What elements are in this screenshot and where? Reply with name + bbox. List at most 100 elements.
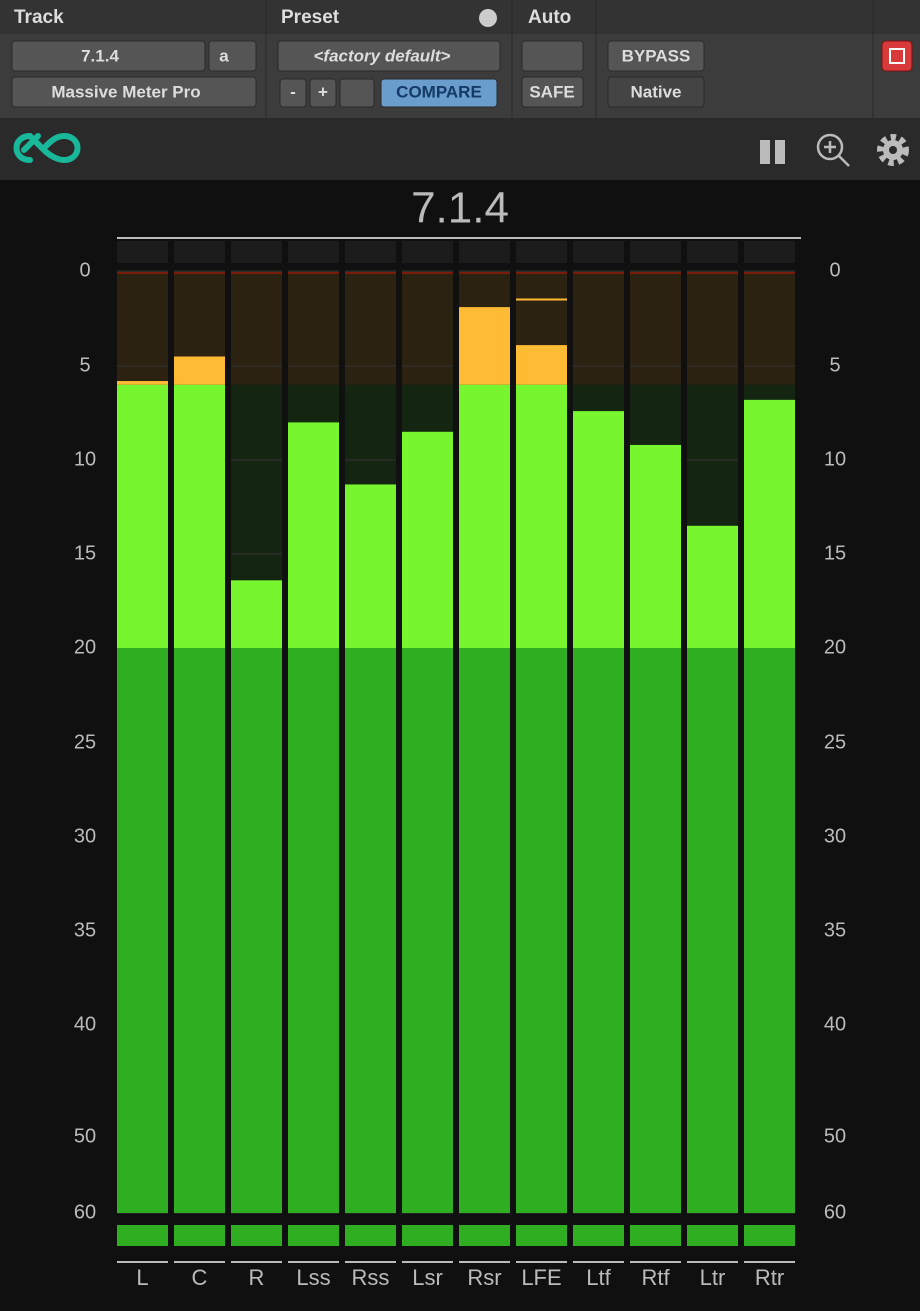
floor-segment <box>345 1225 396 1246</box>
bypass-button[interactable] <box>607 40 705 72</box>
track-variant: a <box>219 46 229 65</box>
compare: COMPARE <box>396 82 482 101</box>
channel-label: Ltr <box>700 1265 726 1290</box>
preset-name: <factory default> <box>314 46 451 65</box>
next-preset[interactable] <box>309 78 337 108</box>
minus: - <box>290 82 296 101</box>
level-bar <box>288 422 339 648</box>
meter-cap <box>459 241 510 263</box>
safe-button[interactable] <box>521 76 584 108</box>
floor-segment <box>630 1225 681 1246</box>
level-bar <box>459 307 510 385</box>
layout-icon[interactable] <box>760 140 785 164</box>
y-tick-label: 10 <box>74 448 96 470</box>
y-tick-label: 10 <box>824 448 846 470</box>
meter-cap <box>687 241 738 263</box>
compare-button[interactable] <box>380 78 498 108</box>
channel-label: Lss <box>296 1265 330 1290</box>
meter-cap <box>516 241 567 263</box>
y-tick-label: 25 <box>824 731 846 753</box>
channel-label: Lsr <box>412 1265 443 1290</box>
level-bar <box>630 648 681 1213</box>
track-label: Track <box>14 7 64 28</box>
y-tick-label: 40 <box>74 1013 96 1035</box>
y-tick-label: 50 <box>824 1125 846 1147</box>
copy-button[interactable] <box>339 78 375 108</box>
native-button[interactable] <box>607 76 705 108</box>
level-bar <box>402 648 453 1213</box>
y-tick-label: 30 <box>74 825 96 847</box>
track-variant-select[interactable] <box>208 40 257 72</box>
y-tick-label: 35 <box>74 919 96 941</box>
floor-segment <box>573 1225 624 1246</box>
settings-icon[interactable] <box>877 134 909 166</box>
y-tick-label: 5 <box>79 354 90 376</box>
zone-background <box>573 271 624 385</box>
meter-cap <box>231 241 282 263</box>
prev-preset[interactable] <box>279 78 307 108</box>
level-bar <box>573 411 624 648</box>
meter-cap <box>288 241 339 263</box>
meter-cap <box>630 241 681 263</box>
level-bar <box>174 356 225 385</box>
meter-cap <box>744 241 795 263</box>
level-bar <box>516 648 567 1213</box>
power-button[interactable] <box>881 40 913 72</box>
zone-background <box>117 271 168 385</box>
y-tick-label: 0 <box>79 259 90 281</box>
power-icon <box>889 48 905 64</box>
preset-menu[interactable] <box>479 9 497 27</box>
track-name: 7.1.4 <box>81 46 119 65</box>
native: Native <box>630 82 681 101</box>
channel-label: R <box>249 1265 265 1290</box>
level-bar <box>459 384 510 648</box>
meter-cap <box>174 241 225 263</box>
meter-cap <box>573 241 624 263</box>
y-tick-label: 60 <box>824 1201 846 1223</box>
level-bar <box>231 648 282 1213</box>
channel-label: Rtf <box>641 1265 670 1290</box>
zone-background <box>744 271 795 385</box>
track-select[interactable] <box>11 40 206 72</box>
channel-label: Rtr <box>755 1265 784 1290</box>
meter-title: 7.1.4 <box>411 184 509 233</box>
level-bar <box>573 648 624 1213</box>
channel-label: LFE <box>521 1265 561 1290</box>
floor-segment <box>288 1225 339 1246</box>
y-tick-label: 30 <box>824 825 846 847</box>
level-bar <box>345 484 396 648</box>
zoom-icon[interactable] <box>816 133 850 167</box>
zone-background <box>288 271 339 385</box>
level-bar <box>288 648 339 1213</box>
zone-background <box>687 271 738 385</box>
channel-label: C <box>192 1265 208 1290</box>
preset-select[interactable] <box>277 40 501 72</box>
plugin-name: Massive Meter Pro <box>51 82 200 101</box>
level-bar <box>345 648 396 1213</box>
safe: SAFE <box>529 82 574 101</box>
auto-label: Auto <box>528 7 571 28</box>
y-tick-label: 0 <box>829 259 840 281</box>
y-tick-label: 35 <box>824 919 846 941</box>
level-bar <box>687 648 738 1213</box>
y-tick-label: 15 <box>74 542 96 564</box>
zone-background <box>630 271 681 385</box>
logo <box>13 132 81 164</box>
zone-background <box>231 271 282 385</box>
floor-segment <box>117 1225 168 1246</box>
toolbar-header <box>0 0 920 34</box>
y-tick-label: 60 <box>74 1201 96 1223</box>
level-bar <box>117 648 168 1213</box>
floor-segment <box>402 1225 453 1246</box>
channel-label: L <box>136 1265 148 1290</box>
meter-cap <box>117 241 168 263</box>
meter-cap <box>402 241 453 263</box>
meter-cap <box>345 241 396 263</box>
auto-button[interactable] <box>521 40 584 72</box>
level-bar <box>687 525 738 648</box>
plugin-select[interactable] <box>11 76 257 108</box>
floor-segment <box>516 1225 567 1246</box>
level-bar <box>117 381 168 385</box>
zone-background <box>402 271 453 385</box>
